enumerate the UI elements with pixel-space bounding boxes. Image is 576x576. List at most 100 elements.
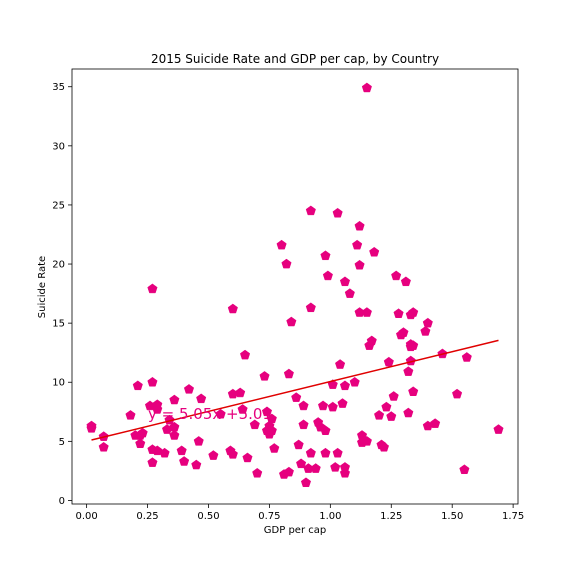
data-point (320, 250, 331, 261)
data-point (227, 303, 238, 314)
data-point (147, 457, 158, 467)
data-point (281, 258, 292, 269)
regression-equation: y = 5.05x +5.01 (148, 405, 272, 423)
data-point (320, 447, 331, 458)
data-point (354, 259, 365, 270)
data-point (388, 391, 399, 401)
chart-title: 2015 Suicide Rate and GDP per cap, by Co… (151, 52, 439, 66)
data-point (286, 316, 297, 327)
data-point (132, 380, 143, 391)
data-point (369, 246, 380, 257)
data-point (235, 387, 246, 398)
data-point (337, 398, 348, 408)
data-point (98, 441, 109, 452)
data-point (147, 376, 158, 387)
x-tick-label: 1.50 (441, 511, 463, 522)
data-point (374, 410, 385, 420)
data-point (349, 376, 360, 387)
data-point (266, 413, 277, 424)
data-point (335, 359, 346, 369)
y-axis-ticks: 0 5 10 15 20 25 30 35 (52, 82, 72, 507)
x-axis-ticks: 0.00 0.25 0.50 0.75 1.00 1.25 1.50 1.75 (75, 504, 524, 522)
data-point (183, 384, 195, 394)
data-points (86, 82, 504, 488)
data-point (330, 462, 341, 472)
regression-line (91, 339, 499, 441)
data-point (125, 410, 136, 420)
y-tick-label: 5 (59, 437, 65, 448)
data-point (239, 349, 251, 360)
data-point (305, 205, 316, 216)
data-point (327, 401, 338, 412)
data-point (135, 438, 146, 449)
data-point (176, 445, 187, 456)
data-point (147, 283, 158, 294)
data-point (249, 419, 260, 430)
data-point (339, 380, 351, 391)
y-tick-label: 10 (52, 378, 65, 389)
data-point (208, 450, 219, 460)
y-tick-label: 20 (52, 260, 65, 271)
data-point (403, 407, 414, 418)
data-point (430, 418, 441, 428)
data-point (159, 447, 170, 458)
plot-frame (71, 68, 519, 505)
x-tick-label: 1.00 (319, 511, 341, 522)
x-tick-label: 1.25 (380, 511, 402, 522)
data-point (452, 388, 463, 399)
data-point (137, 427, 148, 438)
data-point (169, 430, 180, 440)
data-point (179, 456, 190, 466)
data-point (305, 302, 316, 313)
data-point (352, 239, 363, 250)
data-point (422, 317, 433, 328)
data-point (152, 404, 163, 414)
data-point (152, 445, 163, 456)
data-point (169, 394, 180, 405)
data-point (356, 430, 368, 440)
data-point (305, 447, 316, 458)
data-point (291, 392, 302, 402)
x-tick-label: 0.00 (75, 511, 97, 522)
data-point (266, 425, 277, 436)
data-point (332, 447, 343, 458)
data-point (386, 411, 397, 421)
x-tick-label: 0.50 (197, 511, 219, 522)
data-point (322, 270, 333, 281)
data-point (354, 220, 365, 231)
data-point (259, 371, 270, 381)
data-point (383, 356, 394, 367)
data-point (361, 307, 372, 317)
data-point (191, 459, 202, 470)
data-point (283, 466, 294, 477)
data-point (361, 436, 372, 446)
data-point (283, 368, 294, 379)
data-point (408, 386, 419, 396)
data-point (403, 366, 414, 376)
data-point (408, 307, 419, 317)
data-point (86, 423, 97, 433)
data-point (252, 467, 263, 478)
data-point (276, 239, 287, 250)
data-point (298, 419, 309, 430)
y-tick-label: 30 (52, 141, 65, 152)
y-tick-label: 0 (59, 496, 65, 507)
data-point (320, 425, 331, 436)
data-point (193, 436, 204, 446)
x-tick-label: 1.75 (502, 511, 524, 522)
data-point (493, 424, 504, 434)
data-point (269, 443, 280, 453)
data-point (310, 463, 321, 473)
x-tick-label: 0.75 (258, 511, 280, 522)
data-point (459, 464, 470, 475)
y-axis-label: Suicide Rate (37, 256, 48, 318)
data-point (317, 400, 329, 411)
data-point (366, 335, 377, 346)
data-point (293, 439, 304, 450)
data-point (361, 82, 372, 93)
data-point (393, 308, 404, 318)
data-point (378, 441, 390, 452)
y-tick-label: 35 (52, 82, 65, 93)
data-point (215, 408, 226, 419)
